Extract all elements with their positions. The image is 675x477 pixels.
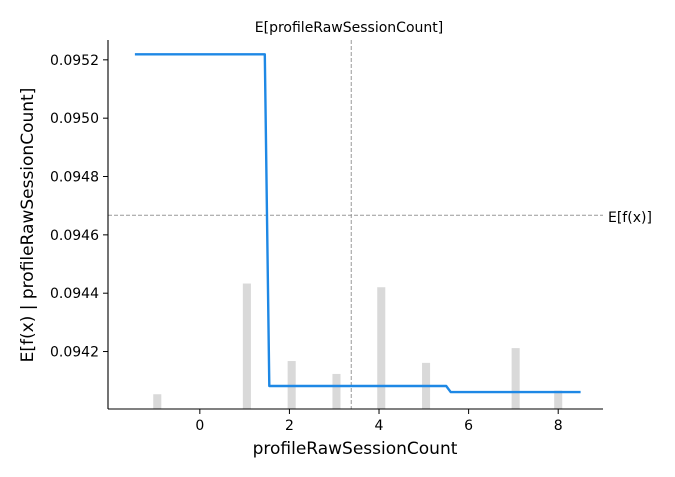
dependence-line-layer bbox=[134, 53, 581, 394]
expected-output-label: E[f(x)] bbox=[608, 210, 652, 226]
chart-title: E[profileRawSessionCount] bbox=[255, 20, 443, 36]
ticks: 0 2 4 6 8 0.0942 0.0944 0.0946 0.0948 0.0950 0.095… bbox=[50, 53, 563, 434]
histogram-bar bbox=[511, 348, 520, 409]
y-tick-label: 0.0948 bbox=[50, 170, 99, 186]
histogram-bar bbox=[377, 287, 386, 409]
histogram-layer bbox=[153, 283, 563, 409]
x-tick-label: 2 bbox=[285, 418, 294, 434]
dependence-line bbox=[134, 53, 581, 394]
histogram-bar bbox=[153, 394, 162, 409]
y-tick-label: 0.0952 bbox=[50, 53, 99, 69]
x-tick-label: 8 bbox=[554, 418, 563, 434]
x-tick-label: 6 bbox=[464, 418, 473, 434]
histogram-bar bbox=[332, 373, 341, 409]
y-tick-label: 0.0942 bbox=[50, 345, 99, 361]
x-axis-label: profileRawSessionCount bbox=[253, 439, 458, 459]
x-tick-label: 4 bbox=[375, 418, 384, 434]
reference-lines bbox=[108, 40, 603, 409]
y-tick-label: 0.0950 bbox=[50, 111, 99, 127]
y-axis-label: E[f(x) | profileRawSessionCount] bbox=[18, 88, 38, 363]
histogram-bar bbox=[554, 390, 563, 409]
x-tick-label: 0 bbox=[195, 418, 204, 434]
y-tick-label: 0.0946 bbox=[50, 228, 99, 244]
y-tick-label: 0.0944 bbox=[50, 286, 99, 302]
axes bbox=[107, 40, 603, 410]
histogram-bar bbox=[242, 283, 251, 409]
